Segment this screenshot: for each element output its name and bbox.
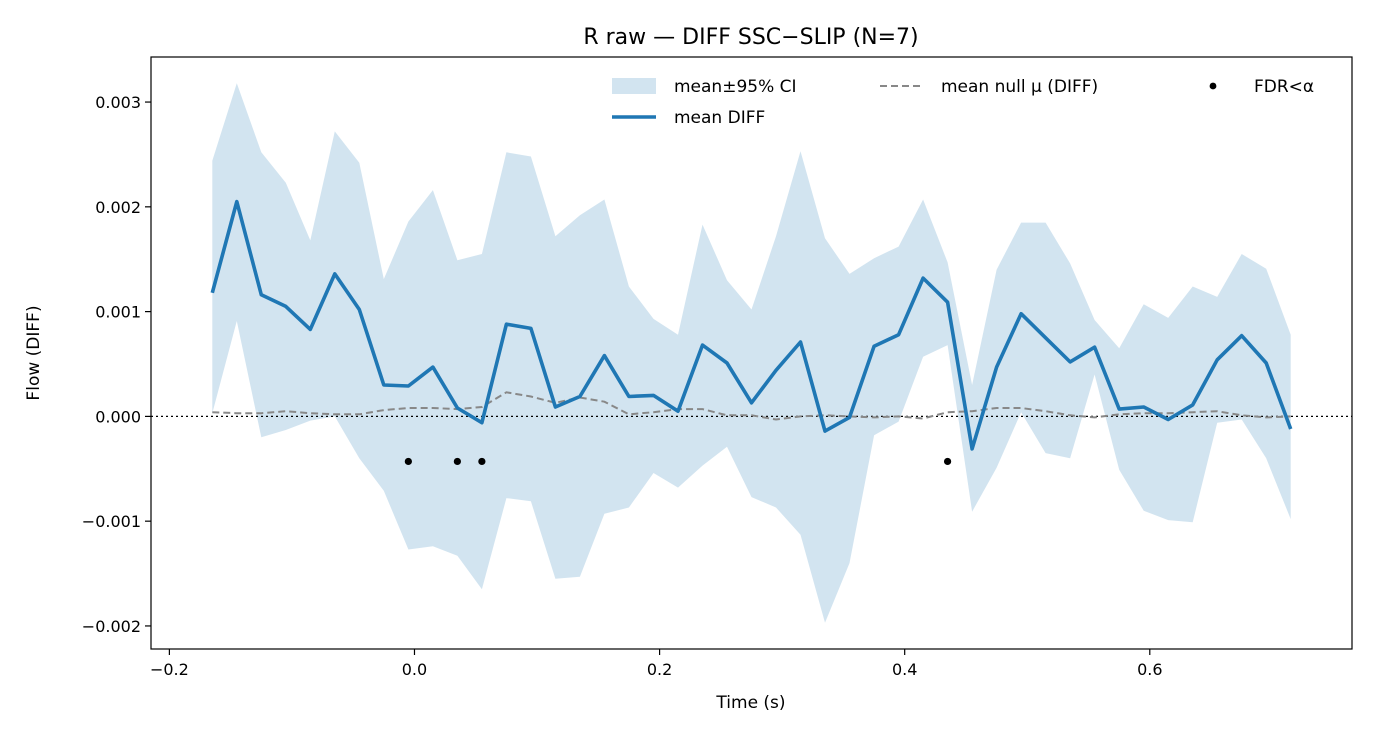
y-tick-label: 0.001 [95, 303, 141, 322]
chart-title: R raw — DIFF SSC−SLIP (N=7) [583, 25, 918, 50]
fdr-marker [404, 457, 412, 466]
legend: mean±95% CI mean DIFF mean null μ (DIFF)… [612, 77, 1314, 128]
fdr-marker [478, 457, 486, 466]
y-tick-label: 0.000 [95, 407, 141, 426]
y-axis: −0.002 −0.001 0.000 0.001 0.002 0.003 [82, 93, 151, 636]
x-tick-label: −0.2 [150, 660, 189, 679]
x-axis: −0.2 0.0 0.2 0.4 0.6 [150, 649, 1163, 679]
legend-fdr-label: FDR<α [1254, 77, 1314, 97]
y-tick-label: 0.003 [95, 93, 141, 112]
mean-diff-line [210, 199, 1293, 451]
legend-fdr-marker [1209, 82, 1217, 90]
x-tick-label: 0.4 [892, 660, 917, 679]
axes-frame [150, 56, 1353, 650]
plot-area [151, 83, 1352, 623]
y-axis-label: Flow (DIFF) [24, 305, 44, 400]
x-tick-label: 0.2 [647, 660, 672, 679]
fdr-marker [943, 457, 952, 466]
y-tick-label: 0.002 [95, 198, 141, 217]
x-axis-label: Time (s) [715, 693, 785, 713]
ci-band [212, 83, 1291, 623]
legend-ci-label: mean±95% CI [674, 77, 797, 97]
fdr-marker [453, 457, 461, 466]
x-tick-label: 0.6 [1137, 660, 1162, 679]
x-tick-label: 0.0 [402, 660, 427, 679]
legend-ci-swatch [612, 78, 656, 94]
legend-null-label: mean null μ (DIFF) [941, 77, 1098, 97]
y-tick-label: −0.001 [82, 512, 141, 531]
legend-mean-label: mean DIFF [674, 108, 765, 128]
y-tick-label: −0.002 [82, 617, 141, 636]
null-mean-line [212, 391, 1291, 421]
